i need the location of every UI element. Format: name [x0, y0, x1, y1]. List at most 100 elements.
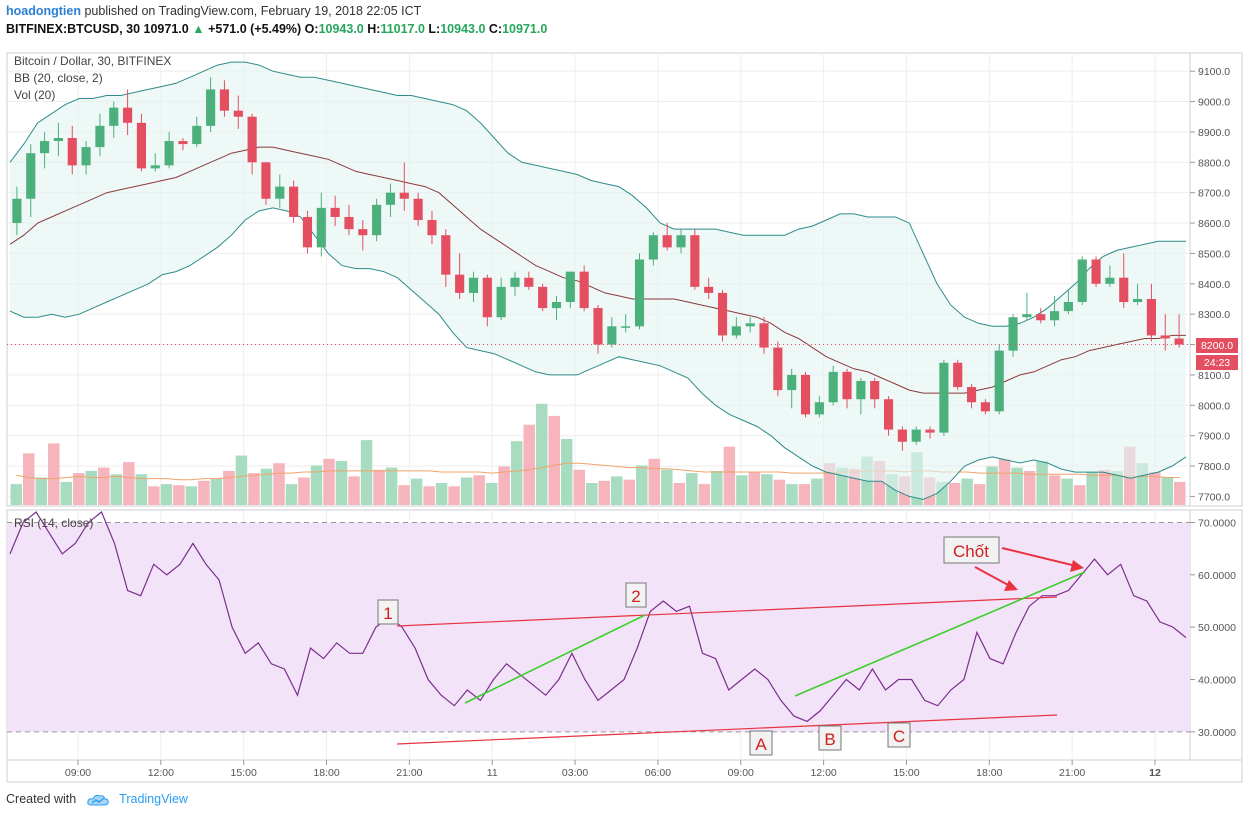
volume-bar [535, 403, 548, 505]
candle-body [344, 216, 354, 230]
time-tick-label: 11 [487, 767, 498, 779]
last-value: 10971.0 [143, 22, 189, 36]
time-axis[interactable] [6, 759, 1243, 783]
time-tick-label: 21:00 [1059, 767, 1085, 779]
label-a-box[interactable] [749, 730, 773, 756]
candle-body [219, 89, 230, 111]
rsi-axis[interactable] [1189, 509, 1243, 761]
volume-bar [598, 480, 611, 505]
candle-body [136, 122, 147, 169]
rsi-line [9, 511, 1187, 723]
low-label: L: [428, 22, 441, 36]
volume-bar [110, 474, 123, 505]
candle-body [164, 141, 174, 166]
high-label: H: [367, 22, 381, 36]
volume-bar [973, 484, 986, 505]
label-1-box[interactable] [377, 599, 399, 625]
resistance-trendline[interactable] [396, 596, 1058, 627]
rsi-grid [7, 510, 1190, 760]
candle-body [565, 271, 575, 303]
volume-bar [48, 443, 60, 505]
candle-body [1049, 311, 1060, 321]
candle-body [12, 198, 22, 224]
legend-vol: Vol (20) [14, 88, 55, 102]
candle-body [856, 380, 866, 400]
time-ticks: 09:00 12:00 15:00 18:00 21:00 11 03:00 06:00 09:… [65, 760, 1161, 779]
time-tick-label: 09:00 [728, 767, 754, 779]
candle-body [939, 362, 949, 433]
green-trendline-2[interactable] [794, 571, 1086, 697]
volume-bar [460, 477, 473, 505]
volume-bar [373, 469, 385, 505]
volume-bar [135, 474, 148, 505]
candle-body [67, 138, 77, 166]
volume-bar [85, 470, 98, 505]
green-trendline-1[interactable] [464, 614, 646, 704]
volume-bar [1161, 477, 1173, 505]
volume-bar [173, 485, 185, 505]
label-chot-box[interactable] [943, 536, 1000, 564]
volume-bar [698, 484, 711, 505]
label-2-box[interactable] [625, 582, 647, 608]
volume-bar [510, 441, 523, 505]
legend-rsi: RSI (14, close) [14, 516, 93, 530]
rsi-tick-label: 30.0000 [1198, 727, 1236, 739]
volume-bar [848, 468, 861, 505]
volume-bar [23, 453, 35, 505]
candle-body [330, 207, 340, 217]
volume-bar [1036, 461, 1048, 505]
close-label: C: [488, 22, 503, 36]
volume-bar [786, 484, 798, 505]
price-tick-label: 9100.0 [1198, 66, 1230, 78]
candle-body [53, 138, 63, 142]
candle-body [413, 198, 423, 221]
candle-body [26, 153, 36, 199]
candle-body [441, 235, 451, 275]
candle-body [828, 371, 838, 403]
candle-body [1091, 259, 1101, 284]
label-c-box[interactable] [887, 722, 911, 748]
publish-info: published on TradingView.com, February 1… [84, 4, 422, 18]
price-tick-label: 8600.0 [1198, 218, 1230, 230]
candle-body [745, 323, 755, 327]
volume-bar [798, 484, 811, 505]
volume-bar [60, 481, 73, 505]
price-tick-label: 8900.0 [1198, 127, 1230, 139]
label-b-box[interactable] [818, 725, 842, 751]
footer: Created with TradingView [6, 792, 188, 807]
label-b: B [824, 730, 835, 749]
candle-body [1063, 302, 1073, 312]
candle-body [690, 235, 700, 287]
time-tick-label: 12:00 [148, 767, 174, 779]
volume-bar [148, 486, 160, 505]
price-axis[interactable] [1189, 52, 1243, 507]
volume-bar [285, 484, 298, 505]
volume-bar [348, 476, 360, 505]
volume-bar [473, 475, 485, 505]
volume-bar [310, 465, 323, 505]
price-tick-label: 7900.0 [1198, 431, 1230, 443]
close-value: 10971.0 [502, 22, 548, 36]
support-trendline[interactable] [396, 714, 1058, 745]
volume-bar [448, 486, 460, 505]
candle-body [1133, 298, 1143, 303]
candle-body [233, 110, 243, 117]
candle-body [538, 286, 548, 309]
volume-bar [248, 473, 260, 505]
publish-line: hoadongtien published on TradingView.com… [6, 2, 1246, 20]
volume-bar [1073, 485, 1086, 505]
candle-body [1174, 338, 1184, 345]
candle-body [621, 326, 631, 328]
volume-bar [260, 468, 273, 505]
tradingview-link[interactable]: TradingView [119, 792, 188, 806]
volume-bar [210, 478, 223, 505]
candle-body [662, 235, 672, 248]
author-link[interactable]: hoadongtien [6, 4, 81, 18]
price-tick-label: 9000.0 [1198, 97, 1230, 109]
candle-body [953, 362, 963, 388]
candle-body [95, 125, 105, 148]
volume-bar [998, 458, 1011, 505]
time-tick-label: 21:00 [396, 767, 422, 779]
label-chot: Chốt [953, 542, 989, 561]
candle-body [994, 350, 1004, 412]
